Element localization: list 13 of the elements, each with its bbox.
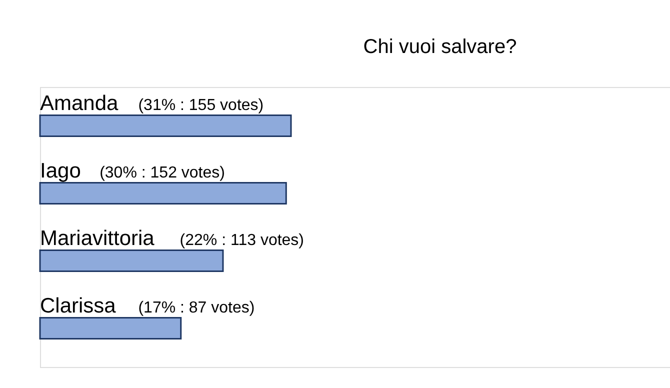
bar	[39, 250, 224, 272]
y-tick-label: Mariavittoria	[40, 226, 155, 250]
data-label: (17% : 87 votes)	[138, 299, 255, 316]
y-tick-label: Amanda	[40, 92, 119, 115]
data-label: (22% : 113 votes)	[180, 232, 304, 249]
bar	[39, 182, 287, 204]
bar	[39, 114, 292, 137]
y-tick-label: Clarissa	[40, 294, 116, 318]
y-tick-label: Iago	[40, 159, 81, 182]
data-label: (30% : 152 votes)	[100, 164, 225, 182]
data-label: (31% : 155 votes)	[138, 96, 264, 114]
text: Chi vuoi salvare?	[363, 36, 517, 58]
bar	[39, 317, 182, 340]
